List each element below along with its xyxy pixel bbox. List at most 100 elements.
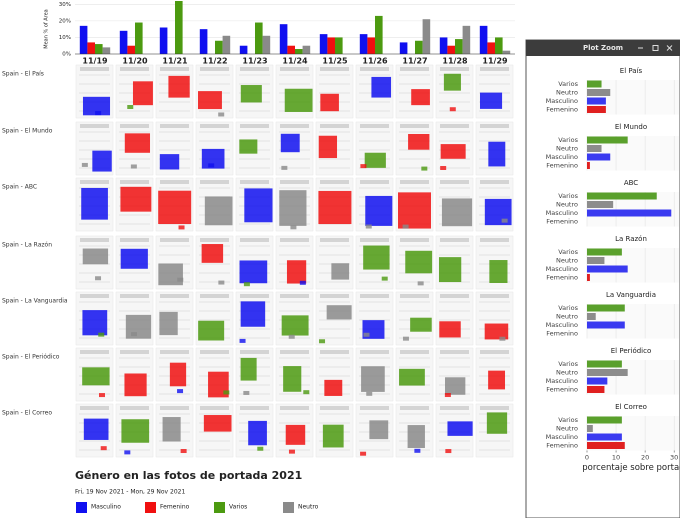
photo [158, 190, 192, 225]
bar [587, 416, 622, 424]
maximize-button[interactable] [652, 45, 659, 51]
bar [587, 248, 622, 256]
photo [444, 393, 451, 398]
photo [240, 301, 266, 327]
photo [127, 105, 134, 110]
close-button[interactable] [666, 45, 673, 51]
photo [410, 317, 432, 332]
photo [360, 164, 367, 169]
bar [415, 40, 423, 54]
masthead [400, 350, 429, 354]
row-label: Spain - El Correo [2, 410, 52, 417]
photo [290, 225, 297, 230]
masthead [160, 67, 189, 71]
masthead [80, 124, 109, 128]
bar [135, 22, 143, 54]
category-label: Varios [558, 80, 578, 88]
photo [169, 362, 187, 387]
bar [287, 45, 295, 54]
bar [495, 37, 503, 54]
photo [130, 164, 137, 169]
photo [369, 420, 389, 440]
panel-title: El Mundo [615, 123, 647, 131]
category-label: Varios [558, 136, 578, 144]
x-tick-label: 11/24 [282, 57, 308, 66]
masthead [240, 406, 269, 410]
masthead [320, 67, 349, 71]
photo [198, 320, 225, 341]
category-label: Varios [558, 416, 578, 424]
bar [127, 45, 135, 54]
masthead [200, 294, 229, 298]
photo [177, 277, 184, 282]
photo [441, 198, 473, 227]
photo [239, 338, 246, 343]
bar [587, 136, 628, 144]
masthead [120, 124, 149, 128]
masthead [280, 124, 309, 128]
masthead [240, 180, 269, 184]
bar [375, 15, 383, 54]
photo [444, 377, 466, 395]
category-label: Neutro [556, 313, 578, 321]
masthead [280, 180, 309, 184]
photo [322, 424, 344, 448]
row-label: Spain - El Mundo [2, 128, 53, 135]
masthead [200, 406, 229, 410]
photo [320, 93, 339, 112]
bar [587, 145, 602, 152]
masthead [200, 180, 229, 184]
x-tick-label: 11/26 [362, 57, 388, 66]
masthead [120, 238, 149, 242]
photo [363, 245, 390, 270]
bar [479, 25, 488, 54]
photo [489, 260, 508, 283]
masthead [120, 180, 149, 184]
photo [100, 446, 107, 451]
thumbnail-grid [75, 64, 514, 458]
category-label: Neutro [556, 425, 578, 433]
category-label: Varios [558, 304, 578, 312]
photo [82, 367, 110, 386]
masthead [320, 406, 349, 410]
photo [360, 451, 367, 456]
masthead [360, 180, 389, 184]
photo [92, 150, 112, 172]
photo [120, 248, 148, 269]
masthead [80, 67, 109, 71]
bar [279, 24, 288, 54]
category-label: Femenino [546, 162, 578, 170]
category-label: Femenino [546, 218, 578, 226]
photo [124, 450, 131, 455]
masthead [200, 238, 229, 242]
plot-subtitle: Fri, 19 Nov 2021 - Mon, 29 Nov 2021 [75, 489, 185, 496]
masthead [480, 180, 509, 184]
photo [499, 336, 506, 341]
category-label: Masculino [546, 321, 578, 329]
photo [299, 280, 306, 285]
masthead [80, 180, 109, 184]
bar [359, 34, 368, 54]
photo [405, 250, 433, 274]
photo [208, 163, 215, 168]
photo [417, 281, 424, 286]
photo [239, 139, 258, 154]
masthead [120, 350, 149, 354]
masthead [280, 350, 309, 354]
photo [399, 368, 425, 386]
panel-title: La Razón [615, 235, 647, 243]
photo [203, 415, 232, 432]
photo [83, 418, 109, 440]
category-label: Masculino [546, 97, 578, 105]
masthead [280, 238, 309, 242]
photo [318, 190, 352, 225]
photo [319, 339, 326, 344]
photo [280, 133, 300, 153]
masthead [160, 294, 189, 298]
photo [218, 280, 225, 285]
bar [255, 22, 263, 54]
masthead [80, 350, 109, 354]
x-tick-label: 11/21 [162, 57, 188, 66]
x-tick-label: 11/25 [322, 57, 348, 66]
photo [364, 152, 386, 168]
